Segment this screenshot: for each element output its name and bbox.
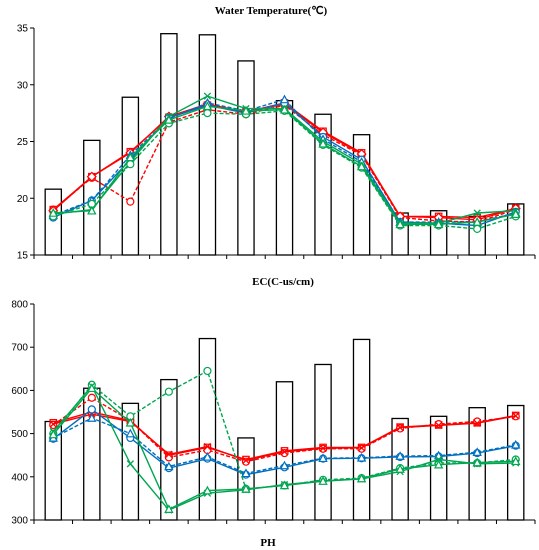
data-point-0-7-5 xyxy=(203,109,212,118)
bar-0-7 xyxy=(275,99,294,256)
data-point-1-5-6 xyxy=(241,468,251,478)
data-point-1-2-2 xyxy=(87,393,96,402)
y-tick-label: 400 xyxy=(11,472,28,483)
data-point-1-3-7 xyxy=(280,448,289,456)
y-tick-label: 30 xyxy=(17,80,29,91)
data-point-0-3-2 xyxy=(86,171,97,182)
data-point-1-7-3 xyxy=(126,460,135,468)
data-point-1-8-7 xyxy=(279,480,290,490)
data-point-0-8-11 xyxy=(433,219,444,229)
data-point-1-6-5 xyxy=(203,366,212,376)
data-point-0-8-10 xyxy=(395,219,405,229)
data-point-1-3-10 xyxy=(396,423,404,432)
data-point-0-5-7 xyxy=(279,94,290,104)
data-point-1-8-2 xyxy=(87,383,97,393)
y-tick-label: 35 xyxy=(17,24,29,35)
data-point-1-3-1 xyxy=(49,420,57,428)
y-tick-label: 20 xyxy=(17,194,29,205)
data-point-0-8-2 xyxy=(87,205,97,215)
data-point-0-8-13 xyxy=(511,209,521,218)
data-point-1-8-9 xyxy=(356,473,367,483)
bar-1-6 xyxy=(237,437,255,521)
data-point-1-5-10 xyxy=(395,451,405,460)
data-point-1-3-12 xyxy=(473,419,481,427)
data-point-1-8-13 xyxy=(511,456,521,466)
y-tick-label: 15 xyxy=(17,251,29,262)
chart-title-ph: PH xyxy=(260,537,276,549)
data-point-1-5-2 xyxy=(87,413,97,422)
data-point-1-2-7 xyxy=(280,448,289,458)
y-tick-label: 300 xyxy=(11,516,28,527)
chart-title-ec: EC(C-us/cm) xyxy=(252,276,314,288)
data-point-1-3-6 xyxy=(242,456,250,465)
data-point-1-5-7 xyxy=(279,460,290,470)
data-point-0-8-12 xyxy=(472,217,482,226)
data-point-1-3-8 xyxy=(319,444,327,452)
y-tick-label: 25 xyxy=(17,137,29,148)
data-point-1-8-6 xyxy=(241,483,251,493)
data-point-0-8-1 xyxy=(48,208,58,217)
data-point-1-5-13 xyxy=(511,439,521,449)
data-point-1-8-1 xyxy=(48,429,58,439)
data-point-1-8-10 xyxy=(395,464,405,473)
data-point-0-8-6 xyxy=(241,105,251,115)
bar-0-6 xyxy=(237,60,255,256)
data-point-1-8-4 xyxy=(164,504,174,514)
data-point-1-8-8 xyxy=(318,476,328,485)
data-point-1-5-8 xyxy=(318,453,328,463)
data-point-0-6-12 xyxy=(473,209,481,217)
ec-plot: 300 400 500 600 700 800 xyxy=(11,300,536,527)
data-point-1-8-11 xyxy=(433,459,444,469)
y-tick-label: 700 xyxy=(11,343,28,354)
data-point-1-8-5 xyxy=(202,485,213,495)
bar-0-5 xyxy=(198,34,217,256)
data-point-1-8-12 xyxy=(472,457,482,467)
data-point-0-8-8 xyxy=(318,138,328,148)
data-point-1-6-4 xyxy=(164,387,173,396)
bar-1-8 xyxy=(314,363,332,521)
y-tick-label: 800 xyxy=(11,300,28,311)
data-point-1-7-11 xyxy=(434,455,443,464)
chart-title-temperature: Water Temperature(℃) xyxy=(215,5,328,17)
data-point-1-4-2 xyxy=(87,405,96,414)
data-point-1-3-5 xyxy=(203,442,212,451)
data-point-0-2-3 xyxy=(126,197,135,206)
data-point-1-5-5 xyxy=(202,451,213,461)
y-tick-label: 600 xyxy=(11,386,28,397)
data-point-0-8-9 xyxy=(356,161,367,171)
data-point-0-8-4 xyxy=(164,114,174,124)
data-point-0-8-3 xyxy=(125,152,136,162)
data-point-1-3-11 xyxy=(434,421,443,430)
y-tick-label: 500 xyxy=(11,429,28,440)
data-point-1-3-9 xyxy=(357,444,366,452)
data-point-1-5-12 xyxy=(472,447,482,456)
data-point-1-2-11 xyxy=(434,419,443,429)
bar-0-3 xyxy=(121,96,140,256)
data-point-1-3-13 xyxy=(512,412,520,420)
bar-0-1 xyxy=(44,188,63,256)
data-point-1-5-9 xyxy=(356,452,367,462)
bar-0-4 xyxy=(160,33,178,256)
data-point-1-8-3 xyxy=(125,417,136,427)
data-point-0-8-7 xyxy=(279,104,290,114)
data-point-0-7-12 xyxy=(473,224,482,233)
data-point-1-5-3 xyxy=(125,428,136,438)
temperature-plot: 15 20 25 30 35 xyxy=(17,24,536,262)
data-point-1-3-4 xyxy=(165,450,173,458)
data-point-1-5-4 xyxy=(164,461,174,471)
bar-1-9 xyxy=(352,338,371,521)
data-point-0-6-5 xyxy=(203,92,212,100)
data-point-0-8-5 xyxy=(202,101,213,111)
